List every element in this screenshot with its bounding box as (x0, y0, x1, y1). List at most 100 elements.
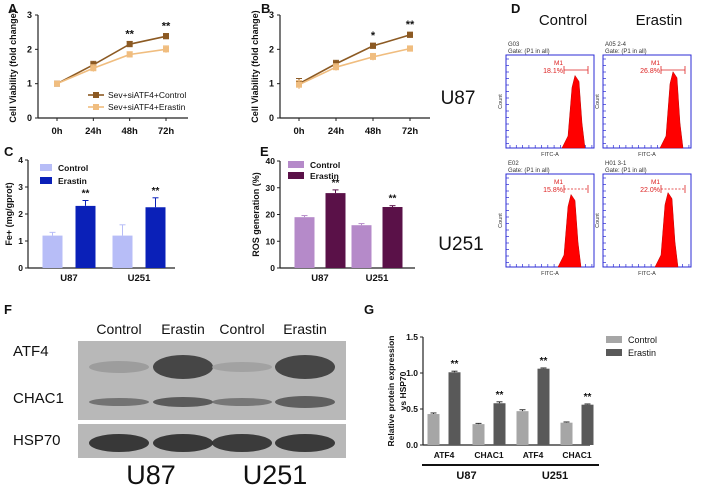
blot-band (275, 396, 335, 408)
cell-line-label: U87 (126, 460, 176, 488)
blot-band (212, 398, 272, 406)
bar (537, 368, 550, 445)
series-line (298, 34, 411, 85)
x-tick-label: U87 (311, 273, 328, 284)
bar (351, 225, 372, 268)
x-tick-label: 72h (402, 126, 419, 137)
marker-percent: 15.8% (543, 187, 563, 194)
panel-letter: E (260, 144, 269, 159)
x-tick-label: 0h (293, 126, 304, 137)
significance-mark: ** (332, 178, 340, 189)
y-tick-label: 1 (27, 79, 32, 89)
panel-letter: C (4, 144, 14, 159)
legend-swatch (288, 161, 304, 168)
legend-label: Erastin (310, 171, 339, 181)
histogram-peak (561, 74, 586, 149)
legend-swatch (40, 164, 52, 171)
legend-label: Erastin (58, 176, 87, 186)
legend-label: Sev+siATF4+Control (108, 90, 186, 100)
data-point (54, 80, 60, 87)
data-point (407, 45, 413, 52)
histogram-peak (654, 191, 679, 268)
bar (42, 235, 63, 268)
data-point (163, 46, 169, 53)
significance-mark: ** (584, 392, 592, 403)
bar (145, 207, 166, 268)
panel-f: F Control Erastin Control Erastin ATF4 CHAC1 HS… (4, 302, 346, 488)
y-tick-label: 40 (266, 156, 276, 166)
marker-label: M1 (651, 179, 660, 186)
bar (581, 404, 594, 445)
data-point (333, 64, 339, 71)
x-tick-label: 48h (121, 126, 138, 137)
significance-mark: ** (152, 186, 160, 197)
y-tick-label: 20 (266, 210, 276, 220)
blot-band (153, 355, 213, 379)
significance-mark: ** (406, 19, 415, 31)
data-point (370, 53, 376, 60)
significance-mark: ** (496, 390, 504, 401)
y-axis-label: Cell Viability (fold change) (8, 10, 18, 122)
significance-mark: ** (82, 189, 90, 200)
lane-label: Control (96, 321, 141, 337)
y-tick-label: 3 (18, 182, 23, 192)
protein-label: CHAC1 (13, 390, 64, 407)
y-tick-label: 2 (27, 44, 32, 54)
sample-id: H01 3-1 (605, 161, 627, 167)
group-label: U87 (456, 470, 476, 482)
y-tick-label: 30 (266, 183, 276, 193)
y-tick-label: 0.5 (406, 404, 418, 414)
y-axis-label: vs HSP70 (398, 371, 408, 410)
sample-id: A05 2-4 (605, 42, 627, 48)
lane-label: Control (219, 321, 264, 337)
blot-band (275, 434, 335, 452)
y-tick-label: 2 (18, 209, 23, 219)
blot-band (153, 434, 213, 452)
y-axis-label: Cell Viability (fold change) (250, 10, 260, 122)
y-tick-label: 3 (27, 10, 32, 20)
flow-y-label: Count (498, 213, 504, 228)
significance-mark: ** (540, 356, 548, 367)
panel-letter: D (511, 1, 520, 16)
flow-y-label: Count (498, 94, 504, 109)
significance-mark: ** (451, 359, 459, 370)
y-tick-label: 0 (27, 113, 32, 123)
legend-swatch (606, 349, 622, 356)
y-tick-label: 0 (270, 263, 275, 273)
x-tick-label: 72h (158, 126, 175, 137)
panel-g: G 0.0 0.5 1.0 1.5 Relative protein expression… (364, 302, 657, 482)
significance-mark: * (371, 30, 376, 42)
flow-x-label: FITC-A (541, 271, 559, 277)
y-tick-label: 0 (269, 113, 274, 123)
legend-marker (93, 92, 99, 98)
y-tick-label: 1 (269, 79, 274, 89)
y-tick-label: 0 (18, 263, 23, 273)
blot-strip (78, 372, 346, 420)
legend-label: Control (58, 163, 88, 173)
panel-a: A 0 1 2 3 0h 24h 48h 72h Cell Viability (fold cha… (8, 1, 188, 137)
protein-label: ATF4 (13, 343, 49, 360)
blot-band (89, 361, 149, 373)
y-tick-label: 1 (18, 236, 23, 246)
legend-label: Control (628, 335, 657, 345)
marker-label: M1 (651, 60, 660, 67)
y-tick-label: 1.0 (406, 368, 418, 378)
data-point (407, 31, 413, 38)
x-tick-label: CHAC1 (562, 450, 592, 460)
bar (325, 193, 346, 268)
gate-label: Gate: (P1 in all) (508, 168, 550, 174)
y-tick-label: 2 (269, 44, 274, 54)
blot-band (212, 362, 272, 372)
panel-letter: F (4, 302, 12, 317)
flow-y-label: Count (595, 213, 601, 228)
bar (427, 414, 440, 445)
panel-letter: B (261, 1, 270, 16)
marker-label: M1 (554, 179, 563, 186)
data-point (163, 33, 169, 40)
data-point (296, 81, 302, 88)
marker-percent: 22.0% (640, 187, 660, 194)
